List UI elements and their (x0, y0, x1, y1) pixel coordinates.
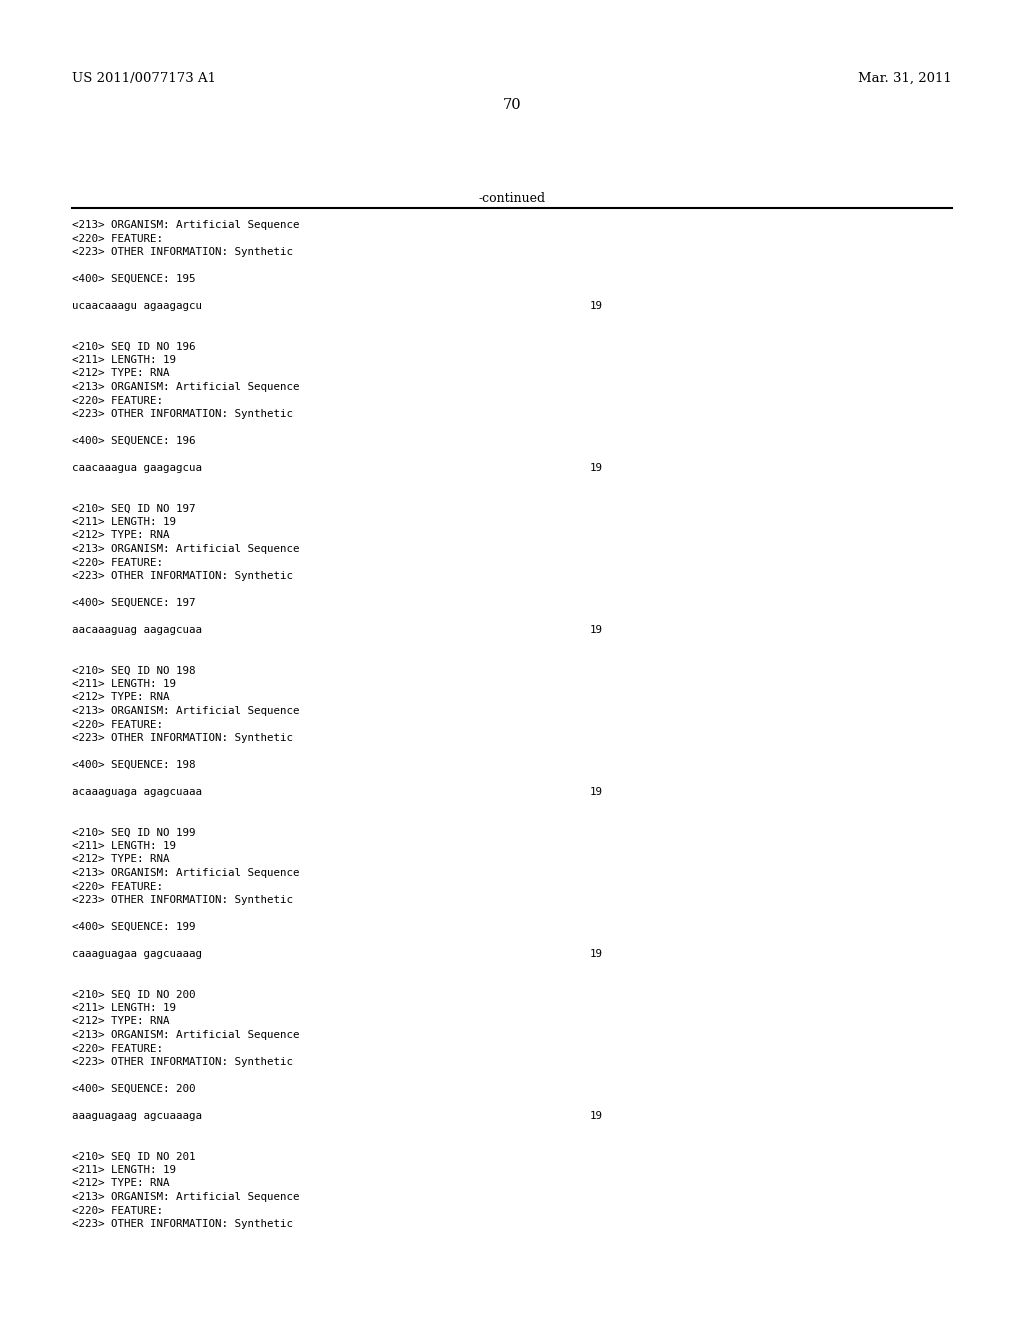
Text: <210> SEQ ID NO 198: <210> SEQ ID NO 198 (72, 665, 196, 676)
Text: <213> ORGANISM: Artificial Sequence: <213> ORGANISM: Artificial Sequence (72, 1192, 299, 1203)
Text: 19: 19 (590, 949, 603, 960)
Text: <223> OTHER INFORMATION: Synthetic: <223> OTHER INFORMATION: Synthetic (72, 895, 293, 906)
Text: <220> FEATURE:: <220> FEATURE: (72, 719, 163, 730)
Text: <210> SEQ ID NO 197: <210> SEQ ID NO 197 (72, 503, 196, 513)
Text: <220> FEATURE:: <220> FEATURE: (72, 396, 163, 405)
Text: 19: 19 (590, 301, 603, 312)
Text: <210> SEQ ID NO 200: <210> SEQ ID NO 200 (72, 990, 196, 999)
Text: <212> TYPE: RNA: <212> TYPE: RNA (72, 693, 170, 702)
Text: ucaacaaagu agaagagcu: ucaacaaagu agaagagcu (72, 301, 202, 312)
Text: <400> SEQUENCE: 197: <400> SEQUENCE: 197 (72, 598, 196, 609)
Text: <213> ORGANISM: Artificial Sequence: <213> ORGANISM: Artificial Sequence (72, 1030, 299, 1040)
Text: <223> OTHER INFORMATION: Synthetic: <223> OTHER INFORMATION: Synthetic (72, 247, 293, 257)
Text: <210> SEQ ID NO 199: <210> SEQ ID NO 199 (72, 828, 196, 837)
Text: 19: 19 (590, 463, 603, 473)
Text: 19: 19 (590, 624, 603, 635)
Text: <220> FEATURE:: <220> FEATURE: (72, 557, 163, 568)
Text: <213> ORGANISM: Artificial Sequence: <213> ORGANISM: Artificial Sequence (72, 220, 299, 230)
Text: Mar. 31, 2011: Mar. 31, 2011 (858, 73, 952, 84)
Text: <220> FEATURE:: <220> FEATURE: (72, 882, 163, 891)
Text: <400> SEQUENCE: 199: <400> SEQUENCE: 199 (72, 921, 196, 932)
Text: 70: 70 (503, 98, 521, 112)
Text: 19: 19 (590, 1111, 603, 1121)
Text: <212> TYPE: RNA: <212> TYPE: RNA (72, 1179, 170, 1188)
Text: -continued: -continued (478, 191, 546, 205)
Text: <400> SEQUENCE: 200: <400> SEQUENCE: 200 (72, 1084, 196, 1094)
Text: <220> FEATURE:: <220> FEATURE: (72, 1044, 163, 1053)
Text: <213> ORGANISM: Artificial Sequence: <213> ORGANISM: Artificial Sequence (72, 381, 299, 392)
Text: <212> TYPE: RNA: <212> TYPE: RNA (72, 854, 170, 865)
Text: <212> TYPE: RNA: <212> TYPE: RNA (72, 368, 170, 379)
Text: <211> LENGTH: 19: <211> LENGTH: 19 (72, 1166, 176, 1175)
Text: <220> FEATURE:: <220> FEATURE: (72, 1205, 163, 1216)
Text: <212> TYPE: RNA: <212> TYPE: RNA (72, 531, 170, 540)
Text: <400> SEQUENCE: 195: <400> SEQUENCE: 195 (72, 275, 196, 284)
Text: <212> TYPE: RNA: <212> TYPE: RNA (72, 1016, 170, 1027)
Text: <210> SEQ ID NO 201: <210> SEQ ID NO 201 (72, 1151, 196, 1162)
Text: <223> OTHER INFORMATION: Synthetic: <223> OTHER INFORMATION: Synthetic (72, 1057, 293, 1067)
Text: acaaaguaga agagcuaaa: acaaaguaga agagcuaaa (72, 787, 202, 797)
Text: aacaaaguag aagagcuaa: aacaaaguag aagagcuaa (72, 624, 202, 635)
Text: <400> SEQUENCE: 196: <400> SEQUENCE: 196 (72, 436, 196, 446)
Text: <210> SEQ ID NO 196: <210> SEQ ID NO 196 (72, 342, 196, 351)
Text: <213> ORGANISM: Artificial Sequence: <213> ORGANISM: Artificial Sequence (72, 869, 299, 878)
Text: 19: 19 (590, 787, 603, 797)
Text: <211> LENGTH: 19: <211> LENGTH: 19 (72, 1003, 176, 1012)
Text: <211> LENGTH: 19: <211> LENGTH: 19 (72, 355, 176, 366)
Text: <213> ORGANISM: Artificial Sequence: <213> ORGANISM: Artificial Sequence (72, 706, 299, 715)
Text: <223> OTHER INFORMATION: Synthetic: <223> OTHER INFORMATION: Synthetic (72, 733, 293, 743)
Text: <223> OTHER INFORMATION: Synthetic: <223> OTHER INFORMATION: Synthetic (72, 1218, 293, 1229)
Text: <211> LENGTH: 19: <211> LENGTH: 19 (72, 841, 176, 851)
Text: aaaguagaag agcuaaaga: aaaguagaag agcuaaaga (72, 1111, 202, 1121)
Text: <211> LENGTH: 19: <211> LENGTH: 19 (72, 517, 176, 527)
Text: <213> ORGANISM: Artificial Sequence: <213> ORGANISM: Artificial Sequence (72, 544, 299, 554)
Text: <400> SEQUENCE: 198: <400> SEQUENCE: 198 (72, 760, 196, 770)
Text: <220> FEATURE:: <220> FEATURE: (72, 234, 163, 243)
Text: US 2011/0077173 A1: US 2011/0077173 A1 (72, 73, 216, 84)
Text: <211> LENGTH: 19: <211> LENGTH: 19 (72, 678, 176, 689)
Text: caaaguagaa gagcuaaag: caaaguagaa gagcuaaag (72, 949, 202, 960)
Text: <223> OTHER INFORMATION: Synthetic: <223> OTHER INFORMATION: Synthetic (72, 409, 293, 418)
Text: caacaaagua gaagagcua: caacaaagua gaagagcua (72, 463, 202, 473)
Text: <223> OTHER INFORMATION: Synthetic: <223> OTHER INFORMATION: Synthetic (72, 572, 293, 581)
